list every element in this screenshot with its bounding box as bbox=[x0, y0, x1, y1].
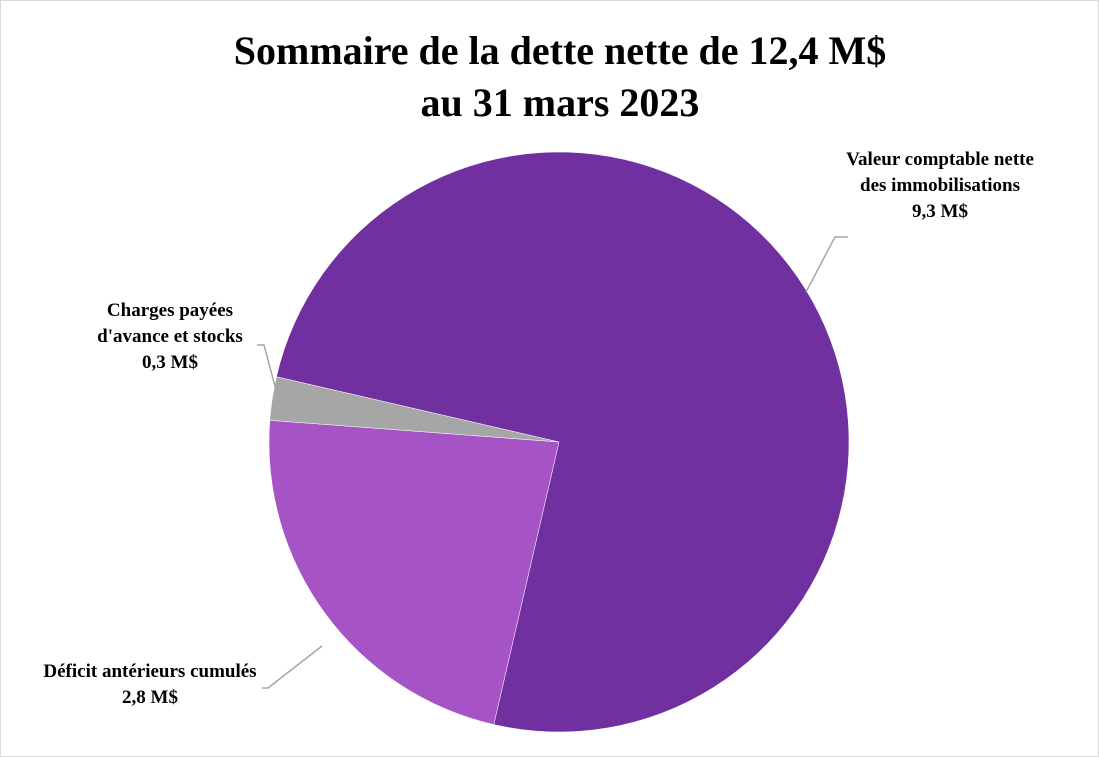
pie-slice bbox=[268, 420, 560, 725]
leader-line bbox=[257, 344, 277, 391]
value-label: 2,8 M$ bbox=[122, 687, 178, 708]
chart-title: au 31 mars 2023 bbox=[421, 80, 700, 125]
category-label: Valeur comptable nette des immobilisatio… bbox=[846, 149, 1034, 196]
value-label: 0,3 M$ bbox=[142, 352, 198, 373]
pie bbox=[268, 151, 850, 733]
data-label: Déficit antérieurs cumulés 2,8 M$ bbox=[40, 659, 260, 711]
pie-slice bbox=[276, 151, 850, 733]
leader-line bbox=[262, 645, 323, 689]
data-label: Valeur comptable nette des immobilisatio… bbox=[845, 147, 1035, 225]
value-label: 9,3 M$ bbox=[912, 201, 968, 222]
data-label: Charges payées d'avance et stocks 0,3 M$ bbox=[85, 298, 255, 376]
pie-slice bbox=[269, 376, 560, 443]
category-label: Déficit antérieurs cumulés bbox=[43, 661, 257, 682]
chart-title: Sommaire de la dette nette de 12,4 M$ bbox=[234, 28, 886, 73]
leader-line bbox=[805, 236, 848, 293]
category-label: Charges payées d'avance et stocks bbox=[97, 300, 243, 347]
